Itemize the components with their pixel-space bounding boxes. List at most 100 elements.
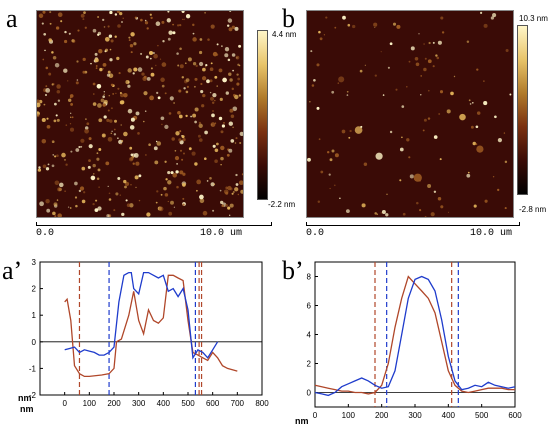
afm-feature <box>218 68 223 73</box>
afm-feature <box>41 22 44 25</box>
afm-feature <box>237 63 240 66</box>
afm-feature <box>204 157 207 160</box>
afm-feature <box>134 16 137 19</box>
afm-feature <box>319 37 323 41</box>
afm-feature <box>424 57 427 60</box>
afm-feature <box>201 76 207 81</box>
afm-feature <box>98 118 103 123</box>
afm-feature <box>433 190 437 193</box>
x-tick-label: 500 <box>475 411 489 420</box>
y-tick-label: -1 <box>29 364 37 373</box>
afm-feature <box>419 179 421 182</box>
afm-feature <box>427 184 432 188</box>
afm-feature <box>381 210 386 214</box>
afm-feature <box>126 203 131 208</box>
afm-feature <box>227 24 230 27</box>
afm-feature <box>209 91 212 94</box>
afm-feature <box>110 83 114 87</box>
afm-feature <box>221 124 225 128</box>
afm-feature <box>386 193 388 195</box>
afm-feature <box>37 168 42 172</box>
afm-feature <box>51 140 54 142</box>
afm-feature <box>235 173 238 177</box>
afm-feature <box>311 84 315 87</box>
afm-feature <box>227 206 231 210</box>
afm-feature <box>185 114 188 118</box>
afm-feature <box>387 66 390 69</box>
afm-feature <box>129 203 134 208</box>
afm-feature <box>348 136 351 139</box>
afm-feature <box>199 194 204 200</box>
afm-feature <box>440 16 444 20</box>
afm-feature <box>74 196 78 199</box>
afm-feature <box>80 13 85 18</box>
afm-feature <box>128 39 131 42</box>
afm-feature <box>52 55 57 60</box>
afm-feature <box>67 98 72 103</box>
afm-feature <box>221 204 224 207</box>
afm-feature <box>144 21 149 25</box>
afm-feature <box>105 161 110 166</box>
afm-feature <box>60 20 63 23</box>
afm-feature <box>385 213 389 217</box>
y-tick-label: 0 <box>32 338 37 347</box>
afm-feature <box>163 186 167 191</box>
scale-a-end-label: 10.0 um <box>200 228 243 239</box>
afm-feature <box>473 204 477 208</box>
afm-feature <box>427 59 432 64</box>
afm-feature <box>360 125 363 128</box>
afm-feature <box>109 119 113 123</box>
afm-feature <box>216 85 218 87</box>
y-tick-label: 1 <box>32 311 37 320</box>
y-tick-label: 6 <box>307 302 312 311</box>
afm-feature <box>104 36 110 42</box>
afm-feature <box>179 47 182 50</box>
afm-image-a <box>35 9 245 218</box>
afm-feature <box>133 67 138 72</box>
afm-feature <box>82 70 86 74</box>
afm-feature <box>309 101 311 103</box>
afm-feature <box>182 18 184 21</box>
afm-feature <box>55 26 60 30</box>
afm-feature <box>127 68 132 73</box>
afm-feature <box>423 67 427 72</box>
afm-feature <box>119 91 122 95</box>
afm-feature <box>331 90 335 94</box>
afm-feature <box>214 159 218 163</box>
afm-feature <box>118 139 123 145</box>
afm-feature <box>211 101 215 105</box>
afm-feature <box>98 49 103 54</box>
afm-feature <box>182 197 185 200</box>
afm-feature <box>420 94 422 96</box>
afm-feature <box>483 80 485 82</box>
afm-feature <box>197 134 201 138</box>
afm-feature <box>161 62 167 67</box>
afm-feature <box>192 32 195 35</box>
panel-label-b-prime: b’ <box>282 256 304 285</box>
afm-feature <box>109 10 113 15</box>
afm-feature <box>167 171 171 175</box>
afm-feature <box>150 72 155 77</box>
afm-feature <box>106 118 110 123</box>
afm-feature <box>329 187 331 190</box>
afm-feature <box>162 40 165 43</box>
colorbar-b-max-label: 10.3 nm <box>519 14 548 23</box>
afm-feature <box>406 85 408 88</box>
afm-feature <box>234 142 237 144</box>
afm-feature <box>183 18 185 21</box>
afm-feature <box>54 215 57 218</box>
afm-feature <box>497 138 502 143</box>
afm-feature <box>92 102 97 106</box>
afm-feature <box>182 172 186 176</box>
afm-feature <box>202 93 206 98</box>
afm-feature <box>192 23 195 27</box>
afm-feature <box>382 94 385 96</box>
y-tick-label: 2 <box>32 285 37 294</box>
afm-feature <box>42 10 46 14</box>
afm-feature <box>179 149 183 152</box>
afm-feature <box>505 48 509 53</box>
afm-feature <box>127 84 131 88</box>
afm-feature <box>476 145 484 153</box>
afm-feature <box>160 193 163 196</box>
afm-feature <box>196 179 202 185</box>
